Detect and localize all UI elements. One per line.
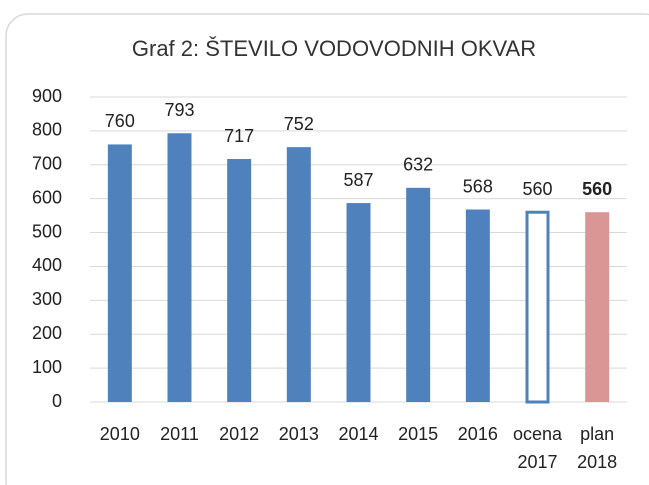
bar <box>585 212 610 402</box>
x-tick-label: 2010 <box>100 424 140 444</box>
data-label: 560 <box>522 179 552 199</box>
bar <box>107 144 132 402</box>
y-tick-label: 400 <box>32 255 62 275</box>
y-tick-label: 100 <box>32 357 62 377</box>
y-tick-label: 700 <box>32 154 62 174</box>
y-tick-label: 300 <box>32 289 62 309</box>
data-label: 760 <box>105 111 135 131</box>
bar <box>465 209 490 402</box>
marks: 760 793 717 752 587 632 568 560 560 <box>105 100 612 404</box>
bar <box>286 147 311 402</box>
chart-frame <box>5 13 649 485</box>
x-tick-label: 2011 <box>160 424 199 444</box>
x-tick-label: 2012 <box>219 424 259 444</box>
y-tick-label: 200 <box>32 323 62 343</box>
chart-title: Graf 2: ŠTEVILO VODOVODNIH OKVAR <box>132 36 536 61</box>
bar <box>406 187 431 402</box>
y-tick-label: 900 <box>32 86 62 106</box>
data-label: 568 <box>463 176 493 196</box>
x-tick-label: 2016 <box>458 424 498 444</box>
y-tick-label: 500 <box>32 221 62 241</box>
bar <box>346 203 371 402</box>
data-label: 632 <box>403 155 433 175</box>
data-label: 752 <box>284 114 314 134</box>
y-tick-label: 600 <box>32 187 62 207</box>
x-tick-label: 2014 <box>338 424 378 444</box>
bar <box>227 159 252 402</box>
x-tick-label: 2015 <box>398 424 438 444</box>
data-label: 587 <box>343 170 373 190</box>
x-tick-label: 2013 <box>279 424 319 444</box>
data-label: 793 <box>164 100 194 120</box>
x-tick-label: ocena 2017 <box>513 424 563 472</box>
data-label: 560 <box>582 179 612 199</box>
y-tick-label: 800 <box>32 120 62 140</box>
bar <box>167 133 192 402</box>
data-label: 717 <box>224 126 254 146</box>
x-tick-label: plan 2018 <box>577 424 617 472</box>
y-tick-label: 0 <box>52 391 62 411</box>
bar <box>525 210 550 404</box>
